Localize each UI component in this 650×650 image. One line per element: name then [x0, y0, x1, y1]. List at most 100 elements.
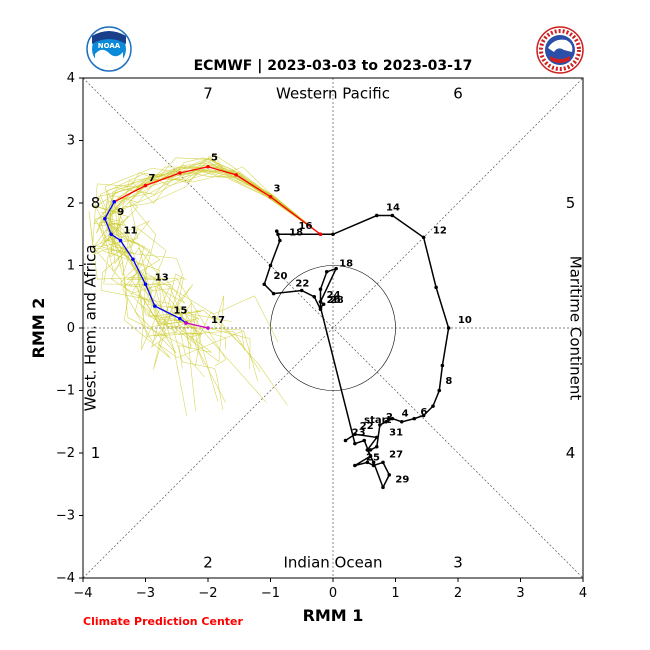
observed-point: [262, 282, 267, 287]
observed-day-label: 18: [339, 259, 353, 270]
y-axis-label: RMM 2: [29, 298, 48, 359]
observed-day-label: 14: [386, 202, 400, 213]
observed-day-label: 26: [327, 295, 341, 306]
forecast-day-label: 11: [124, 226, 138, 237]
observed-day-label: 23: [352, 427, 366, 438]
observed-point: [371, 460, 376, 465]
observed-day-label: 18: [289, 227, 303, 238]
phase-label: 3: [453, 553, 463, 571]
observed-point: [368, 454, 373, 458]
observed-point: [374, 213, 379, 218]
forecast-day-label: 7: [149, 173, 156, 184]
x-tick-label: −4: [73, 586, 92, 601]
observed-day-label: 8: [445, 376, 452, 387]
observed-point: [371, 463, 376, 468]
observed-day-label: 22: [360, 421, 374, 432]
observed-day-label: 4: [402, 409, 409, 420]
observed-day-label: 27: [389, 449, 403, 460]
ensemble-member-line: [101, 166, 321, 367]
observed-day-label: 20: [274, 271, 288, 282]
observed-point: [390, 213, 395, 218]
forecast-day-label: 3: [274, 184, 281, 195]
region-label: Maritime Continent: [567, 256, 585, 401]
observed-day-label: 31: [389, 427, 403, 438]
x-tick-label: 4: [579, 586, 587, 601]
x-tick-label: −1: [261, 586, 280, 601]
ensemble-member-line: [113, 160, 321, 366]
forecast-day-label: 15: [174, 306, 188, 317]
observed-point: [399, 419, 404, 424]
x-axis-label: RMM 1: [303, 606, 364, 625]
observed-point: [368, 448, 373, 452]
ensemble-member-line: [100, 170, 321, 370]
observed-day-label: 24: [327, 290, 341, 301]
observed-point: [324, 269, 329, 274]
credit-label: Climate Prediction Center: [83, 615, 243, 628]
observed-point: [387, 473, 392, 477]
noaa-logo: NOAA: [86, 26, 132, 72]
observed-point: [276, 232, 280, 237]
y-tick-label: 1: [67, 259, 75, 274]
observed-point: [374, 444, 379, 449]
ensemble-group: [88, 153, 321, 416]
ensemble-member-line: [105, 164, 321, 339]
observed-point: [268, 263, 273, 268]
phase-label: 2: [203, 553, 213, 571]
x-tick-label: 3: [516, 586, 524, 601]
observed-point: [378, 423, 382, 427]
forecast-point: [112, 199, 117, 204]
observed-day-label: 25: [366, 452, 380, 463]
region-label: Indian Ocean: [283, 553, 382, 571]
observed-day-label: 12: [433, 226, 447, 237]
forecast-mean-line: [185, 322, 209, 329]
observed-day-label: 28: [330, 295, 344, 306]
phase-label: 7: [203, 85, 213, 103]
observed-point: [318, 305, 323, 310]
forecast-point: [234, 173, 238, 177]
ensemble-member-line: [96, 170, 321, 350]
y-tick-label: −2: [56, 446, 75, 461]
ensemble-member-line: [98, 158, 321, 416]
observed-day-label: 10: [458, 315, 472, 326]
phase-label: 5: [566, 194, 576, 212]
observed-point: [365, 460, 370, 465]
forecast-point: [118, 238, 123, 243]
y-tick-label: 0: [67, 321, 75, 336]
observed-point: [343, 438, 348, 443]
forecast-point: [131, 257, 135, 262]
observed-point: [434, 285, 438, 290]
observed-point: [384, 419, 388, 424]
x-tick-label: −3: [136, 586, 155, 601]
phase-label: 6: [453, 85, 463, 103]
forecast-point: [178, 171, 182, 175]
ensemble-member-line: [93, 157, 321, 378]
observed-point: [318, 287, 323, 292]
forecast-point: [178, 316, 182, 321]
observed-point: [278, 238, 282, 243]
x-tick-label: −2: [198, 586, 217, 601]
observed-day-label: 22: [295, 279, 309, 290]
observed-point: [271, 291, 276, 296]
forecast-point: [153, 304, 157, 308]
ensemble-member-line: [98, 170, 321, 350]
observed-point: [440, 363, 445, 368]
y-tick-label: −1: [56, 384, 75, 399]
observed-point: [274, 229, 279, 233]
observed-day-label: 29: [395, 474, 409, 485]
ensemble-member-line: [95, 163, 321, 363]
observed-point: [299, 288, 304, 293]
y-tick-label: 4: [67, 71, 75, 86]
observed-point: [353, 463, 357, 468]
observed-day-label: start: [364, 415, 391, 426]
phase-label: 1: [91, 444, 101, 462]
forecast-point: [184, 321, 188, 325]
region-label: West. Hem. and Africa: [82, 245, 100, 412]
observed-point: [421, 413, 426, 418]
observed-point: [321, 302, 326, 307]
forecast-day-label: 9: [117, 207, 124, 218]
x-tick-label: 2: [454, 586, 462, 601]
observed-point: [318, 299, 323, 304]
ensemble-member-line: [103, 156, 321, 350]
